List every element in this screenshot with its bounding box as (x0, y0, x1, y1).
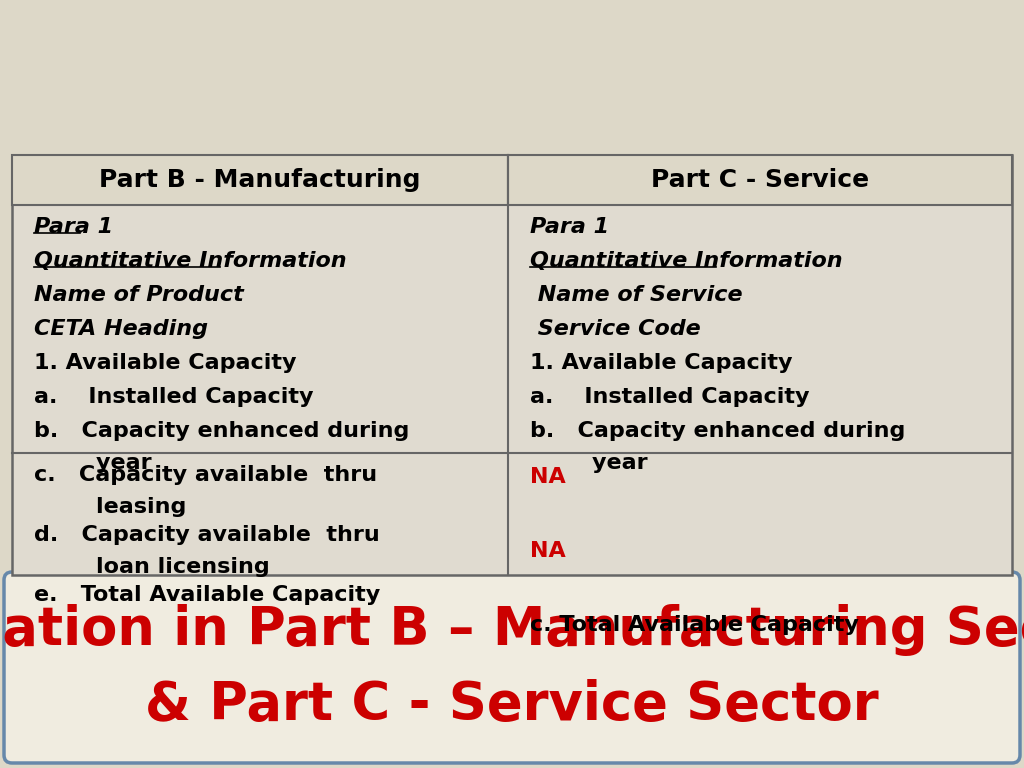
Bar (12, 155, 1012, 575)
Text: 1. Available Capacity: 1. Available Capacity (34, 353, 297, 373)
Text: d.   Capacity available  thru: d. Capacity available thru (34, 525, 380, 545)
Text: b.   Capacity enhanced during: b. Capacity enhanced during (34, 421, 410, 441)
Text: year: year (530, 453, 647, 473)
Text: Quantitative Information: Quantitative Information (34, 251, 347, 271)
FancyBboxPatch shape (4, 572, 1020, 763)
Text: Name of Product: Name of Product (34, 285, 244, 305)
Text: CETA Heading: CETA Heading (34, 319, 208, 339)
Text: loan licensing: loan licensing (34, 557, 269, 577)
Bar (12, 155, 508, 205)
Text: Part C - Service: Part C - Service (651, 168, 869, 192)
Text: NA: NA (530, 541, 565, 561)
Text: Para 1: Para 1 (34, 217, 113, 237)
Text: e.   Total Available Capacity: e. Total Available Capacity (34, 585, 380, 605)
Text: a.    Installed Capacity: a. Installed Capacity (34, 387, 313, 407)
Text: NA: NA (530, 467, 565, 487)
Text: 1. Available Capacity: 1. Available Capacity (530, 353, 793, 373)
Bar (508, 155, 1012, 205)
Text: Service Code: Service Code (530, 319, 700, 339)
Text: & Part C - Service Sector: & Part C - Service Sector (145, 680, 879, 731)
Text: b.   Capacity enhanced during: b. Capacity enhanced during (530, 421, 905, 441)
Text: leasing: leasing (34, 497, 186, 517)
Text: Para 1: Para 1 (530, 217, 609, 237)
Text: a.    Installed Capacity: a. Installed Capacity (530, 387, 810, 407)
Text: c.   Capacity available  thru: c. Capacity available thru (34, 465, 377, 485)
Text: Part B - Manufacturing: Part B - Manufacturing (99, 168, 421, 192)
Text: Quantitative Information: Quantitative Information (530, 251, 843, 271)
Text: Variation in Part B – Manufacturing Sector: Variation in Part B – Manufacturing Sect… (0, 604, 1024, 656)
Text: c. Total Available Capacity: c. Total Available Capacity (530, 615, 859, 635)
Text: Name of Service: Name of Service (530, 285, 742, 305)
Text: year: year (34, 453, 152, 473)
